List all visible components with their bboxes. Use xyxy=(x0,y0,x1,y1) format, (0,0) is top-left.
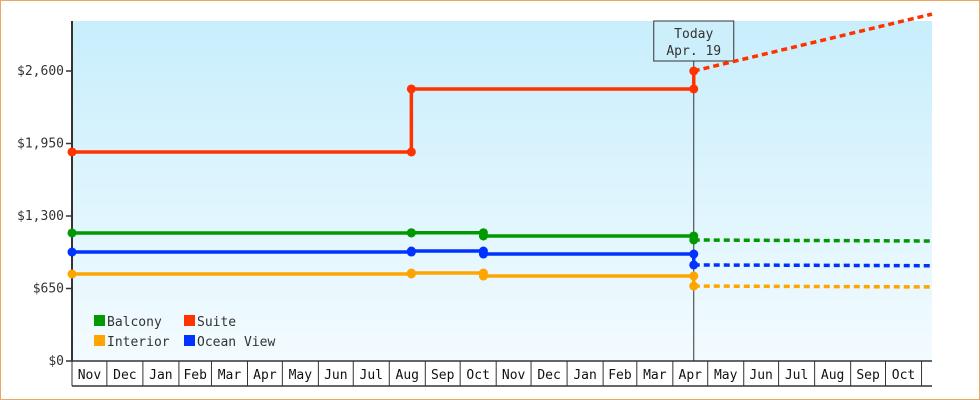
x-tick-label: Nov xyxy=(502,368,526,383)
x-tick-label: Mar xyxy=(218,368,242,383)
legend-label-balcony: Balcony xyxy=(107,315,162,330)
ocean-view-point xyxy=(406,246,416,256)
y-tick-label: $1,950 xyxy=(17,137,64,152)
ocean-view-point xyxy=(478,249,488,259)
suite-point xyxy=(406,84,416,94)
x-tick-label: Aug xyxy=(821,368,844,383)
balcony-forecast-line xyxy=(693,238,933,243)
today-date: Apr. 19 xyxy=(666,44,721,59)
balcony-point xyxy=(478,231,488,241)
interior-point xyxy=(406,268,416,278)
suite-point xyxy=(406,147,416,157)
x-tick-label: Jan xyxy=(149,368,172,383)
ocean-view-point xyxy=(67,247,77,257)
ocean-view-point xyxy=(689,249,699,259)
y-tick-label: $2,600 xyxy=(17,64,64,79)
x-axis: Nov Dec Jan Feb Mar Apr May Jun Jul Aug Sep Oct Nov D… xyxy=(71,360,932,387)
interior-point xyxy=(689,281,699,291)
plot-area xyxy=(72,21,932,361)
x-tick-label: May xyxy=(714,368,738,383)
x-tick-label: Jun xyxy=(749,368,772,383)
interior-point xyxy=(689,271,699,281)
y-axis: $0 $650 $1,300 $1,950 $2,600 xyxy=(17,21,73,369)
x-tick-label: Oct xyxy=(892,368,915,383)
ocean-view-point xyxy=(689,260,699,270)
x-tick-label: Mar xyxy=(643,368,667,383)
suite-point xyxy=(689,84,699,94)
balcony-point xyxy=(689,235,699,245)
today-marker: Today Apr. 19 xyxy=(653,20,735,361)
balcony-point xyxy=(67,228,77,238)
x-tick-label: Feb xyxy=(183,368,207,383)
interior-point xyxy=(478,271,488,281)
suite-forecast-line xyxy=(693,12,933,73)
x-tick-label: Apr xyxy=(679,368,703,383)
x-tick-label: Jun xyxy=(324,368,347,383)
x-tick-label: Jan xyxy=(573,368,596,383)
x-tick-label: Aug xyxy=(396,368,419,383)
x-tick-label: Oct xyxy=(466,368,489,383)
today-box xyxy=(653,20,735,62)
legend-label-interior: Interior xyxy=(107,335,170,350)
legend-swatch-interior xyxy=(94,335,105,346)
y-tick-label: $1,300 xyxy=(17,209,64,224)
x-tick-label: Dec xyxy=(113,368,136,383)
x-tick-label: May xyxy=(289,368,313,383)
interior-forecast-line xyxy=(693,284,933,289)
legend: Balcony Suite Interior Ocean View xyxy=(94,315,275,350)
suite-point xyxy=(689,66,699,76)
legend-swatch-ocean-view xyxy=(184,335,195,346)
x-tick-label: Jul xyxy=(785,368,808,383)
legend-label-ocean-view: Ocean View xyxy=(197,335,275,350)
ocean-view-forecast-line xyxy=(693,263,933,268)
x-tick-label: Sep xyxy=(431,368,455,383)
legend-label-suite: Suite xyxy=(197,315,236,330)
today-label: Today xyxy=(674,27,713,42)
y-tick-label: $650 xyxy=(33,282,64,297)
interior-point xyxy=(67,269,77,279)
x-tick-label: Feb xyxy=(608,368,632,383)
balcony-point xyxy=(406,228,416,238)
series-group xyxy=(67,12,933,291)
x-tick-label: Nov xyxy=(78,368,102,383)
legend-swatch-balcony xyxy=(94,315,105,326)
x-tick-label: Dec xyxy=(537,368,560,383)
x-tick-label: Jul xyxy=(360,368,383,383)
suite-point xyxy=(67,147,77,157)
y-tick-label: $0 xyxy=(48,354,64,369)
x-tick-label: Apr xyxy=(253,368,277,383)
x-tick-label: Sep xyxy=(856,368,880,383)
legend-swatch-suite xyxy=(184,315,195,326)
